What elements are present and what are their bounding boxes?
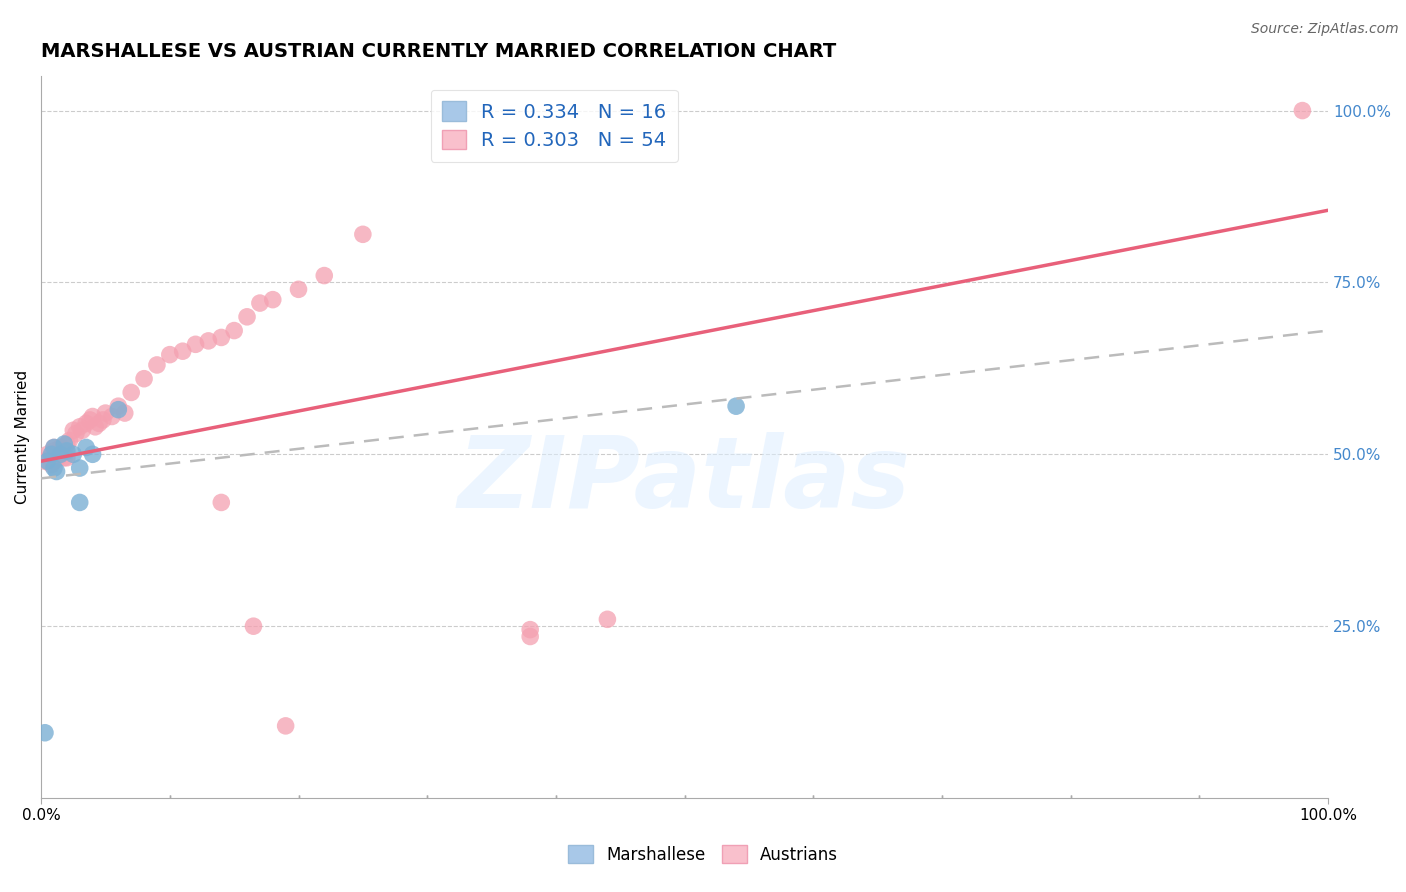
Point — [62, 447, 84, 461]
Point — [79, 413, 101, 427]
Point — [37, 454, 59, 468]
Legend: Marshallese, Austrians: Marshallese, Austrians — [561, 838, 845, 871]
Point — [53, 450, 76, 465]
Point — [49, 441, 72, 455]
Point — [82, 409, 104, 424]
Point — [519, 630, 541, 644]
Point — [75, 441, 97, 455]
Point — [209, 495, 232, 509]
Point — [41, 458, 63, 472]
Point — [352, 227, 374, 242]
Point — [49, 447, 72, 461]
Point — [45, 450, 67, 465]
Point — [37, 447, 59, 461]
Point — [120, 385, 142, 400]
Point — [48, 447, 70, 461]
Point — [1291, 103, 1313, 118]
Point — [725, 399, 748, 413]
Point — [107, 402, 129, 417]
Point — [87, 417, 110, 431]
Point — [159, 348, 181, 362]
Point — [146, 358, 169, 372]
Point — [107, 399, 129, 413]
Point — [72, 423, 94, 437]
Point — [224, 324, 246, 338]
Point — [209, 330, 232, 344]
Point — [519, 623, 541, 637]
Point — [184, 337, 207, 351]
Point — [56, 443, 79, 458]
Text: ZIPatlas: ZIPatlas — [458, 432, 911, 529]
Point — [41, 447, 63, 461]
Point — [94, 406, 117, 420]
Point — [314, 268, 336, 283]
Point — [42, 441, 65, 455]
Text: MARSHALLESE VS AUSTRIAN CURRENTLY MARRIED CORRELATION CHART: MARSHALLESE VS AUSTRIAN CURRENTLY MARRIE… — [41, 42, 837, 61]
Point — [34, 725, 56, 739]
Point — [236, 310, 259, 324]
Point — [39, 450, 62, 465]
Point — [62, 423, 84, 437]
Point — [114, 406, 136, 420]
Point — [197, 334, 219, 348]
Point — [91, 413, 114, 427]
Point — [46, 450, 69, 465]
Point — [69, 419, 91, 434]
Point — [45, 465, 67, 479]
Legend: R = 0.334   N = 16, R = 0.303   N = 54: R = 0.334 N = 16, R = 0.303 N = 54 — [430, 89, 678, 161]
Point — [41, 447, 63, 461]
Point — [65, 426, 87, 441]
Point — [56, 450, 79, 465]
Point — [101, 409, 124, 424]
Point — [42, 443, 65, 458]
Point — [262, 293, 284, 307]
Point — [49, 447, 72, 461]
Point — [42, 461, 65, 475]
Text: Source: ZipAtlas.com: Source: ZipAtlas.com — [1251, 22, 1399, 37]
Point — [53, 437, 76, 451]
Point — [58, 434, 80, 448]
Point — [69, 461, 91, 475]
Point — [84, 419, 107, 434]
Point — [596, 612, 619, 626]
Point — [249, 296, 271, 310]
Point — [75, 417, 97, 431]
Point — [172, 344, 194, 359]
Point — [34, 454, 56, 468]
Y-axis label: Currently Married: Currently Married — [15, 370, 30, 504]
Point — [242, 619, 264, 633]
Point — [56, 437, 79, 451]
Point — [274, 719, 297, 733]
Point — [51, 443, 73, 458]
Point — [132, 372, 155, 386]
Point — [69, 495, 91, 509]
Point — [42, 441, 65, 455]
Point — [287, 282, 309, 296]
Point — [82, 447, 104, 461]
Point — [42, 454, 65, 468]
